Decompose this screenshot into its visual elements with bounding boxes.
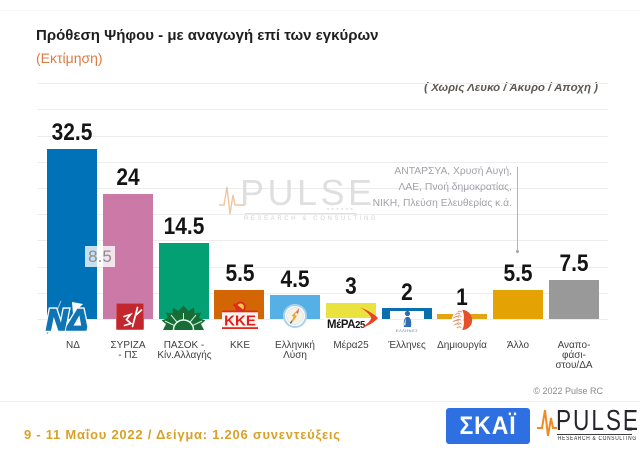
svg-text:ΝΔ: ΝΔ (46, 304, 88, 335)
svg-text:ΚΚΕ: ΚΚΕ (224, 313, 256, 330)
svg-text:ΝΔ: ΝΔ (46, 304, 88, 335)
